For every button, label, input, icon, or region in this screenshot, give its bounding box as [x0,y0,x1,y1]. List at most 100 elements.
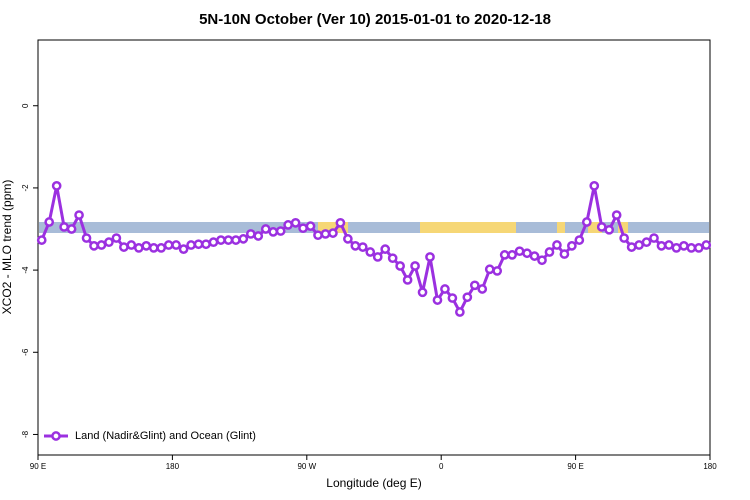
data-point [133,243,144,253]
data-point [574,235,585,245]
data-point [626,242,637,252]
data-point [522,248,532,259]
data-point [611,210,622,220]
data-point [223,235,234,245]
chart-title: 5N-10N October (Ver 10) 2015-01-01 to 20… [199,11,551,28]
data-point [275,226,286,236]
data-point [171,240,181,250]
data-point [492,266,503,276]
data-point [365,247,376,257]
land-strip [557,222,565,233]
y-tick-label: -6 [21,348,30,356]
data-point [74,210,84,220]
data-point [462,292,473,303]
data-point [320,229,331,239]
y-tick-label: -2 [21,184,30,192]
data-point [507,250,517,260]
data-point [469,280,480,291]
data-point [305,221,316,231]
data-point [253,231,264,241]
data-point [619,233,629,243]
data-point [693,243,704,253]
data-point [372,252,383,262]
ocean-strip [39,222,709,233]
data-point [59,222,69,232]
data-point [447,293,458,303]
data-point [656,241,667,251]
data-point [238,234,249,244]
data-point [119,242,129,252]
data-point [208,237,219,248]
data-point [634,240,644,250]
land-strip [318,222,348,233]
data-point [552,240,562,250]
data-point [313,230,323,241]
data-point [596,222,607,232]
data-point [163,240,174,250]
x-axis-label: Longitude (deg E) [326,476,421,490]
data-point [335,217,346,228]
data-point [290,217,301,228]
data-point [537,255,547,266]
data-point [104,237,114,248]
data-point [410,261,420,271]
data-point [701,240,712,250]
y-tick-label: -8 [21,430,30,438]
land-strip [618,222,628,233]
legend-marker [51,431,61,441]
data-point [664,240,674,250]
data-point [36,235,47,245]
data-point [328,228,338,238]
data-point [641,237,652,248]
data-point [343,234,353,244]
data-point [559,249,570,259]
data-point [686,243,697,253]
y-axis-label: XCO2 - MLO trend (ppm) [0,180,14,315]
data-point [178,244,189,254]
data-point [581,217,592,227]
data-point [245,229,256,239]
y-tick-label: -4 [21,266,30,274]
data-point [268,227,279,237]
data-point [126,240,137,250]
data-point [499,250,510,260]
data-point [425,252,435,262]
data-point [216,235,226,245]
data-point [440,284,450,294]
data-point [567,241,577,251]
data-point [148,243,159,253]
y-tick-label: 0 [21,103,30,108]
x-tick-label: 180 [703,462,717,471]
data-point [395,261,405,271]
data-point [387,253,398,264]
x-tick-label: 90 E [30,462,46,471]
data-point [357,242,368,252]
data-point [156,243,167,253]
data-point [544,247,555,257]
x-tick-label: 180 [166,462,180,471]
data-point [201,239,211,250]
data-point [231,235,241,245]
data-point [477,284,488,294]
data-point [81,233,92,243]
data-point [186,240,196,250]
data-point [679,241,689,251]
data-point [89,241,99,251]
data-point [96,240,107,250]
data-point [66,224,77,234]
data-point [141,241,152,251]
data-point [283,220,293,230]
data-point [432,295,443,305]
data-point [350,241,361,251]
data-point [529,251,540,261]
data-point [298,223,308,234]
data-point [380,244,391,254]
land-strip [420,222,516,233]
land-strip [588,222,602,233]
data-point [44,217,55,227]
x-tick-label: 0 [439,462,444,471]
data-point [589,181,600,191]
data-point [51,181,62,191]
data-point [671,243,682,253]
